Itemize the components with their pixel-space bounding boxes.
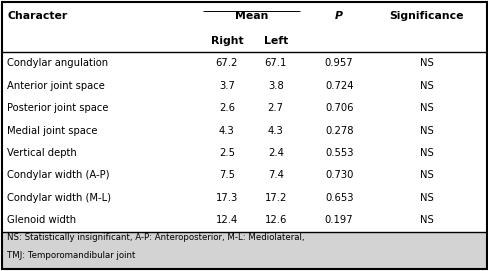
Text: Condylar width (A-P): Condylar width (A-P) — [7, 170, 110, 180]
Text: Condylar angulation: Condylar angulation — [7, 58, 108, 68]
Bar — [2, 232, 487, 269]
Text: 12.6: 12.6 — [264, 215, 287, 225]
Text: Anterior joint space: Anterior joint space — [7, 80, 105, 91]
Text: 67.2: 67.2 — [216, 58, 238, 68]
Text: 0.197: 0.197 — [325, 215, 353, 225]
Text: Medial joint space: Medial joint space — [7, 125, 98, 136]
Text: NS: NS — [420, 103, 434, 113]
Text: 7.4: 7.4 — [268, 170, 284, 180]
Text: 17.2: 17.2 — [264, 193, 287, 203]
Bar — [2, 0, 487, 30]
Text: 7.5: 7.5 — [219, 170, 235, 180]
Text: 12.4: 12.4 — [216, 215, 238, 225]
Text: 3.8: 3.8 — [268, 80, 284, 91]
Text: 0.278: 0.278 — [325, 125, 353, 136]
Text: Condylar width (M-L): Condylar width (M-L) — [7, 193, 111, 203]
Text: 17.3: 17.3 — [216, 193, 238, 203]
Text: 0.653: 0.653 — [325, 193, 353, 203]
Text: 0.724: 0.724 — [325, 80, 353, 91]
Text: NS: NS — [420, 58, 434, 68]
Text: Mean: Mean — [235, 11, 268, 21]
Text: NS: NS — [420, 80, 434, 91]
Text: 0.553: 0.553 — [325, 148, 353, 158]
Text: NS: NS — [420, 215, 434, 225]
Text: 0.706: 0.706 — [325, 103, 353, 113]
Text: 0.730: 0.730 — [325, 170, 353, 180]
Text: NS: NS — [420, 125, 434, 136]
Text: 4.3: 4.3 — [219, 125, 235, 136]
Text: Significance: Significance — [390, 11, 464, 21]
Text: 2.4: 2.4 — [268, 148, 284, 158]
Text: 2.7: 2.7 — [268, 103, 284, 113]
Text: 4.3: 4.3 — [268, 125, 284, 136]
Text: Vertical depth: Vertical depth — [7, 148, 77, 158]
Text: Right: Right — [211, 36, 243, 46]
Text: NS: Statistically insignificant, A-P: Anteroposterior, M-L: Mediolateral,: NS: Statistically insignificant, A-P: An… — [7, 233, 305, 242]
Text: 67.1: 67.1 — [264, 58, 287, 68]
Text: Character: Character — [7, 11, 67, 21]
Text: NS: NS — [420, 193, 434, 203]
Text: Left: Left — [264, 36, 288, 46]
Text: Posterior joint space: Posterior joint space — [7, 103, 109, 113]
Text: NS: NS — [420, 170, 434, 180]
Text: Glenoid width: Glenoid width — [7, 215, 77, 225]
Text: 2.6: 2.6 — [219, 103, 235, 113]
Text: P: P — [335, 11, 343, 21]
Text: TMJ: Temporomandibular joint: TMJ: Temporomandibular joint — [7, 251, 136, 260]
Text: 0.957: 0.957 — [325, 58, 353, 68]
Text: 3.7: 3.7 — [219, 80, 235, 91]
Text: 2.5: 2.5 — [219, 148, 235, 158]
Text: NS: NS — [420, 148, 434, 158]
